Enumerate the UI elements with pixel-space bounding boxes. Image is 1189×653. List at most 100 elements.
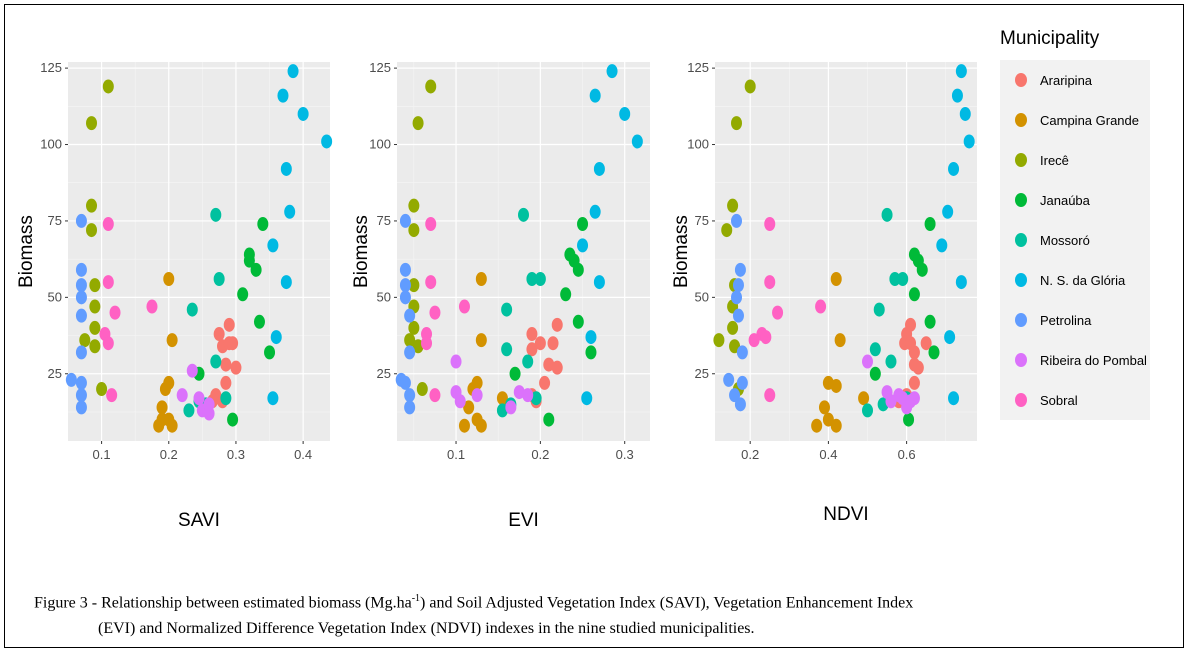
x-tick-label: 0.4 [294, 447, 312, 462]
data-point [163, 272, 175, 287]
data-point [631, 134, 643, 149]
data-point [86, 198, 98, 213]
legend-swatch [1010, 309, 1032, 331]
legend-label: Sobral [1040, 392, 1078, 408]
data-point [869, 342, 881, 357]
data-point [764, 216, 776, 231]
data-point [475, 333, 487, 348]
legend-label: Mossoró [1040, 232, 1090, 248]
data-point [505, 400, 517, 415]
data-point [425, 275, 437, 290]
y-tick-label: 75 [695, 213, 709, 228]
x-axis-title: SAVI [178, 510, 220, 531]
legend-item: Mossoró [1000, 220, 1150, 260]
data-point [885, 354, 897, 369]
caption-prefix: Figure 3 - Relationship between estimate… [34, 594, 412, 612]
data-point [944, 330, 956, 345]
data-point [210, 354, 222, 369]
data-point [928, 345, 940, 360]
data-point [721, 223, 733, 238]
legend-swatch [1010, 189, 1032, 211]
data-point [551, 317, 563, 332]
data-point [425, 216, 437, 231]
data-point [496, 403, 508, 418]
data-point [408, 320, 420, 335]
data-point [764, 275, 776, 290]
data-point [89, 299, 101, 314]
data-point [903, 412, 915, 427]
data-point [75, 375, 87, 390]
data-point [429, 388, 441, 403]
data-point [416, 382, 428, 397]
data-point [267, 238, 279, 253]
data-point [522, 388, 534, 403]
data-point [176, 388, 188, 403]
data-point [166, 418, 178, 433]
data-point [731, 290, 743, 305]
data-point [475, 418, 487, 433]
data-point [897, 272, 909, 287]
data-point [496, 391, 508, 406]
x-tick-label: 0.3 [227, 447, 245, 462]
data-point [102, 216, 114, 231]
data-point [560, 287, 572, 302]
y-axis-title: Biomass [16, 215, 37, 288]
data-point [955, 64, 967, 79]
data-point [220, 391, 232, 406]
data-point [534, 336, 546, 351]
x-tick-label: 0.6 [898, 447, 916, 462]
caption-line-1: Figure 3 - Relationship between estimate… [34, 586, 1164, 616]
data-point [830, 378, 842, 393]
data-point [589, 204, 601, 219]
data-point [404, 345, 416, 360]
scatter-panel-evi: 25 50 75 100 125 0.1 0.2 0.3 EVI Biomass [351, 60, 650, 531]
data-point [732, 278, 744, 293]
data-point [321, 134, 333, 149]
data-point [257, 216, 269, 231]
data-point [408, 223, 420, 238]
y-tick-label: 125 [687, 60, 709, 75]
data-point [818, 400, 830, 415]
legend-swatch [1010, 269, 1032, 291]
legend-item: Campina Grande [1000, 100, 1150, 140]
data-point [287, 64, 299, 79]
x-tick-label: 0.2 [160, 447, 178, 462]
data-point [727, 198, 739, 213]
data-point [593, 161, 605, 176]
legend-box: Araripina Campina Grande Irecê Janaúba Mosso… [1000, 60, 1150, 420]
data-point [156, 412, 168, 427]
data-point [75, 388, 87, 403]
y-tick-label: 50 [377, 289, 391, 304]
legend-item: N. S. da Glória [1000, 260, 1150, 300]
data-point [463, 400, 475, 415]
figure-frame [4, 4, 1184, 648]
x-tick-label: 0.2 [741, 447, 759, 462]
data-point [297, 106, 309, 121]
data-point [713, 333, 725, 348]
y-tick-label: 125 [369, 60, 391, 75]
data-point [581, 391, 593, 406]
legend-swatch [1010, 149, 1032, 171]
scatter-panel-ndvi: 25 50 75 100 125 0.2 0.4 0.6 NDVI Biomass [671, 60, 977, 525]
data-point [815, 299, 827, 314]
data-point [270, 330, 282, 345]
legend-swatch [1010, 69, 1032, 91]
data-point [277, 88, 289, 103]
data-point [501, 302, 513, 317]
plot-background [68, 62, 330, 441]
y-tick-label: 25 [695, 366, 709, 381]
y-axis-title: Biomass [671, 215, 692, 288]
x-tick-label: 0.4 [819, 447, 837, 462]
data-point [905, 336, 917, 351]
figure-caption: Figure 3 - Relationship between estimate… [34, 586, 1164, 642]
y-tick-label: 100 [369, 137, 391, 152]
data-point [146, 299, 158, 314]
data-point [577, 238, 589, 253]
data-point [89, 339, 101, 354]
legend-swatch [1010, 349, 1032, 371]
data-point [862, 354, 874, 369]
data-point [830, 272, 842, 287]
data-point [89, 320, 101, 335]
data-point [102, 336, 114, 351]
data-point [404, 400, 416, 415]
